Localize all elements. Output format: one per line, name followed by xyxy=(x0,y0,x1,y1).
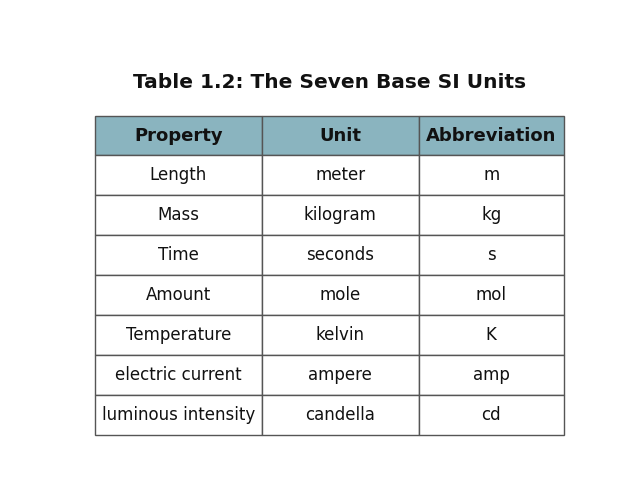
Bar xyxy=(419,156,564,195)
Text: s: s xyxy=(487,246,496,264)
Text: Abbreviation: Abbreviation xyxy=(426,127,556,145)
Text: m: m xyxy=(483,166,499,185)
Bar xyxy=(95,235,262,275)
Text: amp: amp xyxy=(473,366,510,384)
Text: seconds: seconds xyxy=(306,246,374,264)
Bar xyxy=(95,195,262,235)
Text: mol: mol xyxy=(476,286,507,304)
Bar xyxy=(419,395,564,435)
Text: Property: Property xyxy=(134,127,222,145)
Text: Length: Length xyxy=(150,166,207,185)
Bar xyxy=(419,355,564,395)
Bar xyxy=(95,315,262,355)
Bar xyxy=(95,275,262,315)
Text: Temperature: Temperature xyxy=(126,326,231,344)
Text: ampere: ampere xyxy=(308,366,372,384)
Bar xyxy=(262,235,419,275)
Bar xyxy=(95,355,262,395)
Bar xyxy=(262,315,419,355)
Bar xyxy=(419,315,564,355)
Bar xyxy=(262,355,419,395)
Bar xyxy=(95,395,262,435)
Bar xyxy=(419,235,564,275)
Text: candella: candella xyxy=(305,406,375,424)
Bar xyxy=(419,116,564,156)
Text: electric current: electric current xyxy=(115,366,242,384)
Text: kelvin: kelvin xyxy=(316,326,365,344)
Bar xyxy=(95,156,262,195)
Text: Time: Time xyxy=(158,246,199,264)
Bar xyxy=(95,116,262,156)
Bar xyxy=(262,195,419,235)
Text: Table 1.2: The Seven Base SI Units: Table 1.2: The Seven Base SI Units xyxy=(133,73,526,92)
Text: Unit: Unit xyxy=(319,127,361,145)
Text: Mass: Mass xyxy=(158,206,199,224)
Text: kg: kg xyxy=(481,206,502,224)
Text: cd: cd xyxy=(482,406,501,424)
Bar xyxy=(262,395,419,435)
Text: mole: mole xyxy=(320,286,361,304)
Bar xyxy=(419,275,564,315)
Bar xyxy=(262,156,419,195)
Bar xyxy=(262,116,419,156)
Text: luminous intensity: luminous intensity xyxy=(102,406,255,424)
Text: K: K xyxy=(485,326,496,344)
Text: meter: meter xyxy=(315,166,365,185)
Bar xyxy=(419,195,564,235)
Text: kilogram: kilogram xyxy=(303,206,377,224)
Text: Amount: Amount xyxy=(146,286,211,304)
Bar xyxy=(262,275,419,315)
